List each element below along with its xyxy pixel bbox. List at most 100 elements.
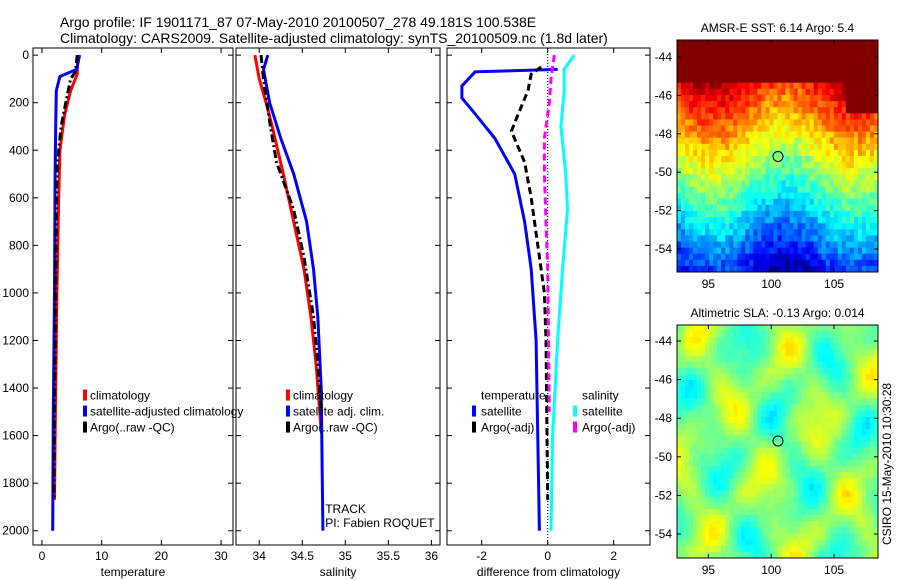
map-cell xyxy=(725,52,730,59)
x-tick-label: 35 xyxy=(339,549,353,563)
map-cell xyxy=(753,82,758,90)
map-cell xyxy=(797,253,803,261)
map-cell xyxy=(809,349,815,357)
map-cell xyxy=(685,131,690,139)
map-cell xyxy=(845,367,851,375)
map-cell xyxy=(865,265,871,273)
annotation: TRACK xyxy=(325,502,366,516)
map-cell xyxy=(769,325,774,332)
map-cell xyxy=(789,204,795,212)
map-cell xyxy=(693,241,698,249)
map-cell xyxy=(829,52,835,59)
map-cell xyxy=(753,217,758,224)
map-cell xyxy=(773,52,778,59)
map-cell xyxy=(857,235,863,242)
map-cell xyxy=(829,521,835,528)
map-cell xyxy=(745,447,750,455)
map-cell xyxy=(697,265,702,273)
map-cell xyxy=(689,241,694,249)
map-cell xyxy=(857,355,863,363)
map-cell xyxy=(757,253,762,261)
map-cell xyxy=(745,349,750,357)
map-cell xyxy=(689,551,694,559)
map-cell xyxy=(721,441,726,449)
map-cell xyxy=(845,435,851,442)
map-cell xyxy=(777,466,782,473)
map-cell xyxy=(833,521,839,528)
map-cell xyxy=(761,404,766,412)
map-cell xyxy=(745,119,750,126)
map-cell xyxy=(857,490,863,498)
map-cell xyxy=(773,113,778,120)
map-cell xyxy=(829,241,835,249)
map-cell xyxy=(753,478,758,485)
map-cell xyxy=(861,496,867,504)
map-cell xyxy=(829,210,835,218)
map-cell xyxy=(837,94,843,102)
axes-box xyxy=(446,47,651,546)
map-cell xyxy=(677,101,682,108)
map-cell xyxy=(861,76,867,84)
map-cell xyxy=(733,125,738,133)
map-cell xyxy=(817,259,823,267)
x-tick-label: 105 xyxy=(824,277,844,291)
map-cell xyxy=(841,58,847,65)
map-cell xyxy=(773,70,778,78)
map-cell xyxy=(870,247,875,255)
map-cell xyxy=(801,204,807,212)
map-cell xyxy=(769,429,774,436)
map-cell xyxy=(753,337,758,344)
map-cell xyxy=(874,192,879,200)
map-cell xyxy=(857,186,863,194)
map-cell xyxy=(749,204,754,212)
map-cell xyxy=(689,210,694,218)
map-cell xyxy=(729,46,734,53)
x-tick-label: 100 xyxy=(761,277,781,291)
map-cell xyxy=(769,253,774,261)
map-cell xyxy=(745,253,750,261)
map-cell xyxy=(769,343,774,350)
map-cell xyxy=(821,94,827,102)
legend-group-title: temperature xyxy=(481,389,546,403)
map-cell xyxy=(805,441,811,449)
map-cell xyxy=(717,337,722,344)
map-cell xyxy=(697,429,702,436)
map-cell xyxy=(793,88,799,96)
map-cell xyxy=(757,410,762,418)
map-cell xyxy=(693,459,698,467)
map-cell xyxy=(777,174,782,181)
map-cell xyxy=(685,502,690,510)
map-cell xyxy=(833,533,839,541)
map-cell xyxy=(701,247,706,255)
map-cell xyxy=(870,325,875,332)
map-cell xyxy=(825,508,831,516)
map-cell xyxy=(749,490,754,498)
map-cell xyxy=(721,386,726,393)
map-cell xyxy=(853,459,859,467)
map-cell xyxy=(813,259,819,267)
map-cell xyxy=(785,70,790,78)
map-cell xyxy=(870,533,875,541)
map-cell xyxy=(817,367,823,375)
map-cell xyxy=(813,355,819,363)
map-cell xyxy=(769,398,774,406)
map-cell xyxy=(697,453,702,461)
map-cell xyxy=(737,380,742,387)
map-cell xyxy=(685,478,690,485)
map-cell xyxy=(765,46,770,53)
map-cell xyxy=(861,398,867,406)
map-cell xyxy=(829,374,835,381)
map-cell xyxy=(793,349,799,357)
map-cell xyxy=(809,380,815,387)
map-cell xyxy=(809,113,815,120)
map-cell xyxy=(773,367,778,375)
map-cell xyxy=(797,40,803,47)
map-cell xyxy=(761,198,766,206)
map-cell xyxy=(849,325,855,332)
map-cell xyxy=(801,496,807,504)
map-cell xyxy=(789,131,795,139)
map-cell xyxy=(853,174,859,181)
map-cell xyxy=(777,52,782,59)
map-cell xyxy=(837,125,843,133)
map-cell xyxy=(713,410,718,418)
